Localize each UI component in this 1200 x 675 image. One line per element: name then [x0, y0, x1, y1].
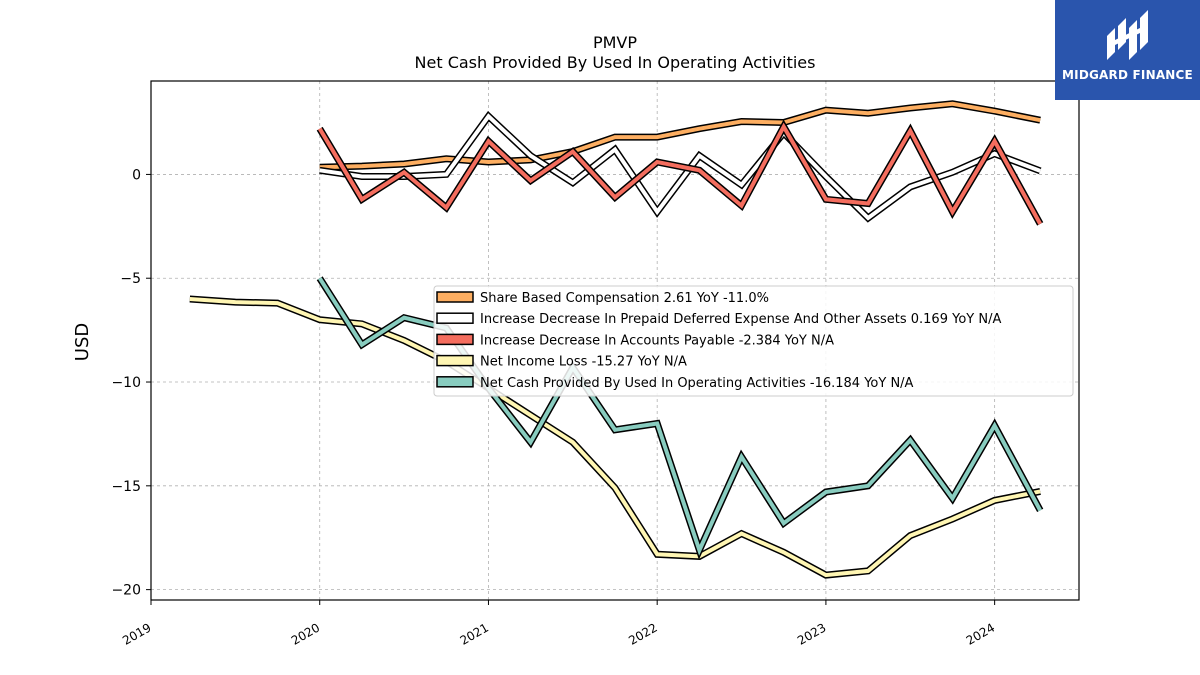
y-tick-label: −20: [111, 583, 141, 599]
x-tick-label: 2020: [289, 620, 322, 647]
x-tick-label: 2021: [458, 620, 491, 647]
ticks: 2019 2020 2021 2022 2023 2024 0 −5 −10 −15 −20: [111, 167, 997, 647]
legend-label: Increase Decrease In Prepaid Deferred Ex…: [480, 312, 1001, 327]
series-line: [319, 113, 1041, 221]
legend-label: Share Based Compensation 2.61 YoY -11.0%: [480, 291, 769, 306]
legend-label: Net Income Loss -15.27 YoY N/A: [480, 355, 687, 370]
midgard-finance-logo-icon: [1107, 10, 1148, 60]
legend-box: [433, 285, 1074, 397]
chart-title: PMVP: [593, 33, 637, 52]
y-tick-label: −10: [111, 375, 141, 391]
y-tick-label: −5: [120, 271, 141, 287]
x-tick-label: 2024: [964, 620, 997, 647]
logo: MIDGARD FINANCE: [1055, 0, 1200, 100]
chart-subtitle: Net Cash Provided By Used In Operating A…: [415, 53, 816, 72]
y-tick-label: −15: [111, 479, 141, 495]
x-tick-label: 2023: [795, 620, 828, 647]
legend: Share Based Compensation 2.61 YoY -11.0%…: [433, 285, 1074, 397]
y-axis-label: USD: [72, 323, 93, 361]
legend-swatch: [436, 376, 474, 388]
x-tick-label: 2019: [120, 620, 153, 647]
plot-frame: [150, 80, 1080, 601]
legend-label: Net Cash Provided By Used In Operating A…: [480, 376, 914, 391]
series-line: [189, 297, 1041, 578]
legend-swatch: [436, 291, 474, 303]
series-line: [317, 122, 1042, 225]
legend-swatch: [436, 354, 474, 367]
legend-swatch: [436, 333, 474, 346]
series-line-outline: [319, 100, 1041, 171]
legend-label: Increase Decrease In Accounts Payable -2…: [480, 333, 834, 348]
series-line: [319, 101, 1041, 170]
y-tick-label: 0: [132, 167, 141, 183]
logo-text: MIDGARD FINANCE: [1062, 68, 1193, 82]
x-tick-label: 2022: [626, 620, 659, 647]
legend-swatch: [436, 312, 474, 324]
